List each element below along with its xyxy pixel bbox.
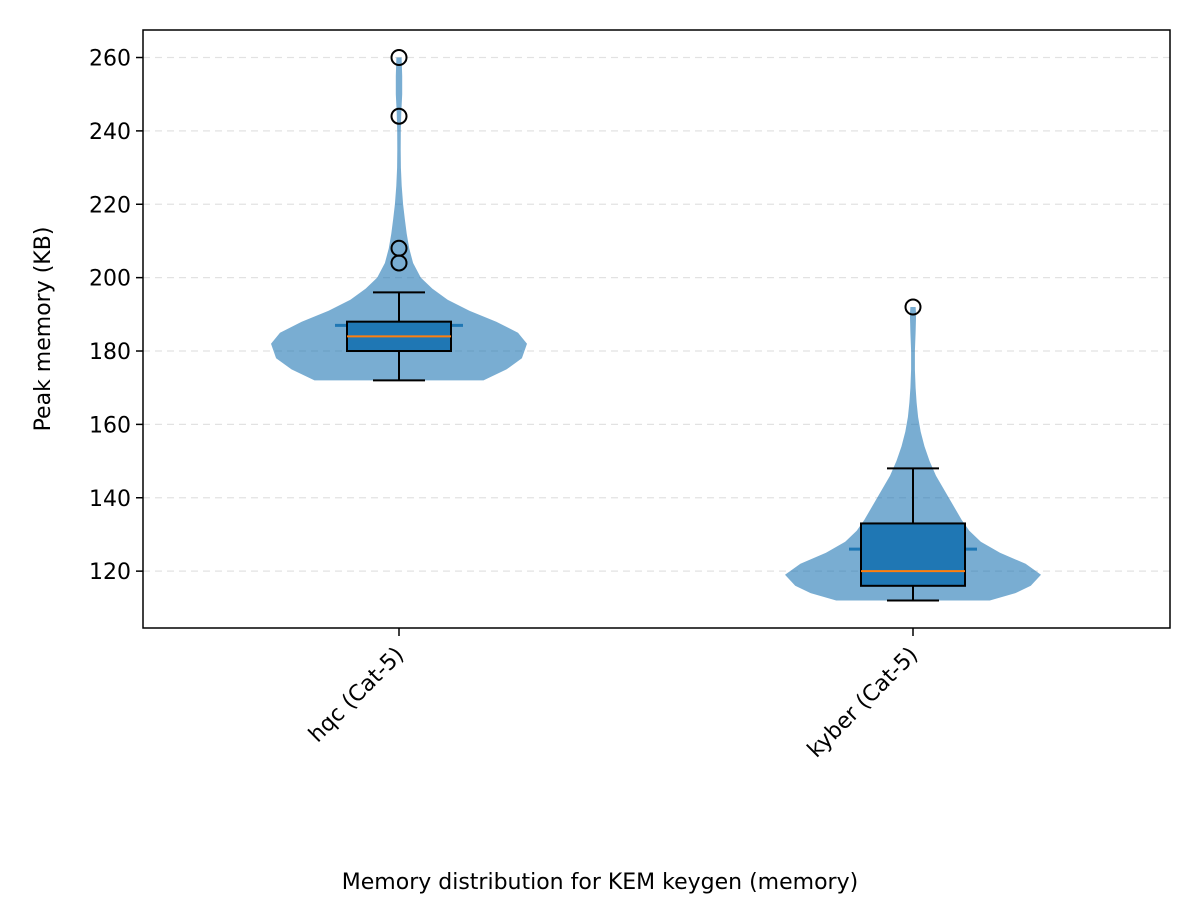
x-tick-label: kyber (Cat-5) xyxy=(803,643,923,763)
outlier-point xyxy=(390,107,408,125)
violin-body xyxy=(271,57,527,381)
y-tick-label: 240 xyxy=(89,120,131,145)
plot-frame xyxy=(142,29,1171,629)
violin-body xyxy=(785,307,1041,601)
box xyxy=(860,522,966,587)
outlier-point xyxy=(904,298,922,316)
y-axis-label: Peak memory (KB) xyxy=(31,227,56,432)
x-tick-label: hqc (Cat-5) xyxy=(304,643,409,748)
y-tick-label: 180 xyxy=(89,340,131,365)
boxplots xyxy=(335,49,977,602)
violins xyxy=(271,57,1041,601)
outlier-point xyxy=(390,49,408,67)
y-tick-label: 120 xyxy=(89,560,131,585)
x-axis-label: Memory distribution for KEM keygen (memo… xyxy=(342,870,858,895)
y-axis-ticks: 120 140 160 180 200 220 240 260 xyxy=(89,47,143,585)
y-tick-label: 260 xyxy=(89,47,131,72)
x-axis-ticks: hqc (Cat-5) kyber (Cat-5) xyxy=(304,628,923,763)
outlier-point xyxy=(390,239,408,257)
grid-lines xyxy=(143,56,1170,572)
y-tick-label: 160 xyxy=(89,413,131,438)
y-tick-label: 220 xyxy=(89,193,131,218)
y-tick-label: 200 xyxy=(89,267,131,292)
y-tick-label: 140 xyxy=(89,487,131,512)
